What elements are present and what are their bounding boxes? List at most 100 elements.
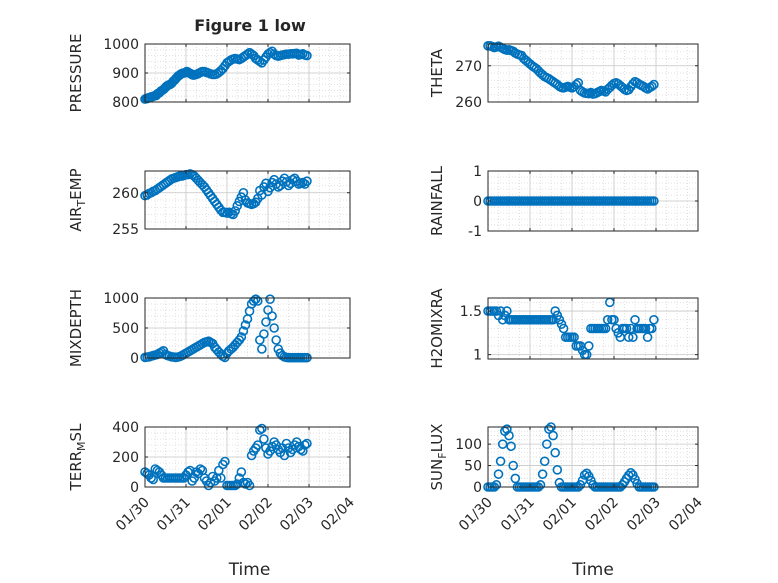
- y-tick-label: 1.5: [460, 304, 482, 320]
- y-tick-label: 100: [455, 437, 482, 453]
- data-point: [252, 440, 263, 450]
- data-point: [646, 81, 657, 92]
- x-axis-label: Time: [228, 560, 271, 580]
- y-axis-label: AIRTEMP: [67, 168, 88, 231]
- data-point: [602, 314, 613, 325]
- data-point: [246, 450, 257, 461]
- data-point: [250, 294, 261, 305]
- data-point: [302, 50, 312, 61]
- data-point: [491, 480, 502, 490]
- series-markers: [483, 196, 659, 206]
- y-axis-label: RAINFALL: [428, 165, 446, 236]
- data-point: [259, 434, 269, 444]
- data-point: [240, 320, 251, 330]
- data-point: [302, 176, 312, 186]
- data-point: [550, 447, 561, 458]
- figure-title: Figure 1 low: [194, 16, 306, 35]
- data-point: [552, 465, 563, 475]
- data-point: [649, 314, 659, 325]
- data-point: [220, 456, 230, 467]
- axes-box: [487, 43, 699, 103]
- axes-box: [487, 426, 699, 488]
- axes-box: [487, 297, 699, 360]
- y-tick-label: 400: [112, 420, 139, 436]
- data-point: [238, 326, 249, 336]
- data-point: [630, 314, 640, 325]
- data-point: [271, 335, 282, 345]
- data-point: [236, 467, 247, 477]
- data-point: [621, 323, 632, 334]
- subplot-mixdepth: 0 500 1000 MIXDEPTH: [67, 289, 351, 367]
- subplot-pressure: 800 900 1000 PRESSURE: [67, 34, 351, 113]
- data-point: [195, 464, 206, 474]
- y-tick-label: 500: [112, 321, 139, 337]
- y-tick-label: 0: [130, 351, 139, 367]
- y-axis-label: THETA: [428, 48, 446, 98]
- data-point: [558, 323, 569, 334]
- y-tick-label: 0: [130, 480, 139, 496]
- data-point: [265, 294, 275, 305]
- data-point: [569, 332, 579, 343]
- data-point: [261, 317, 271, 327]
- data-point: [146, 473, 156, 483]
- subplot-rainfall: -1 0 1 RAINFALL: [428, 164, 699, 240]
- y-tick-label: 270: [455, 59, 482, 75]
- data-point: [300, 440, 310, 450]
- data-point: [579, 470, 590, 480]
- data-point: [583, 341, 594, 351]
- data-point: [493, 469, 504, 479]
- y-tick-label: 0: [473, 194, 482, 210]
- data-point: [502, 424, 512, 434]
- y-tick-label: 1000: [103, 37, 139, 53]
- y-tick-label: 1: [473, 164, 482, 180]
- data-point: [600, 323, 611, 334]
- data-point: [504, 430, 514, 441]
- y-axis-label: TERRMSL: [67, 423, 88, 492]
- axes-box: [144, 170, 351, 230]
- data-point: [148, 474, 158, 485]
- data-point: [257, 423, 267, 434]
- subplot-theta: 260 270 THETA: [428, 41, 699, 111]
- data-point: [252, 296, 263, 306]
- subplot-h2omixra: 1 1.5 H2OMIXRA: [428, 288, 699, 369]
- y-tick-label: 200: [112, 450, 139, 466]
- data-point: [541, 439, 552, 449]
- y-tick-label: 0: [473, 480, 482, 496]
- data-point: [269, 323, 279, 333]
- y-tick-label: 1000: [103, 291, 139, 307]
- y-tick-label: 260: [455, 95, 482, 111]
- data-point: [510, 473, 521, 484]
- y-axis-label: SUNFLUX: [428, 424, 449, 491]
- data-point: [544, 424, 554, 434]
- data-point: [649, 196, 659, 206]
- data-point: [254, 56, 265, 67]
- data-point: [267, 311, 277, 321]
- data-point: [623, 332, 634, 343]
- y-axis-label: PRESSURE: [67, 34, 85, 113]
- y-tick-label: 255: [112, 222, 139, 238]
- series-markers: [140, 169, 312, 220]
- y-tick-label: -1: [468, 224, 482, 240]
- data-point: [185, 465, 195, 476]
- y-tick-label: 1: [473, 348, 482, 364]
- data-point: [625, 468, 636, 478]
- y-tick-label: 50: [464, 459, 482, 475]
- data-point: [236, 332, 247, 342]
- y-tick-label: 900: [112, 66, 139, 82]
- data-point: [502, 306, 512, 316]
- data-point: [609, 314, 619, 325]
- data-point: [497, 439, 508, 449]
- data-point: [248, 296, 259, 306]
- data-point: [548, 430, 558, 441]
- y-axis-label: MIXDEPTH: [67, 289, 85, 367]
- data-point: [642, 332, 653, 343]
- y-axis-label: H2OMIXRA: [428, 288, 446, 369]
- data-point: [298, 177, 308, 188]
- data-point: [535, 480, 546, 490]
- data-point: [216, 473, 226, 483]
- data-point: [257, 344, 267, 354]
- data-point: [230, 206, 240, 216]
